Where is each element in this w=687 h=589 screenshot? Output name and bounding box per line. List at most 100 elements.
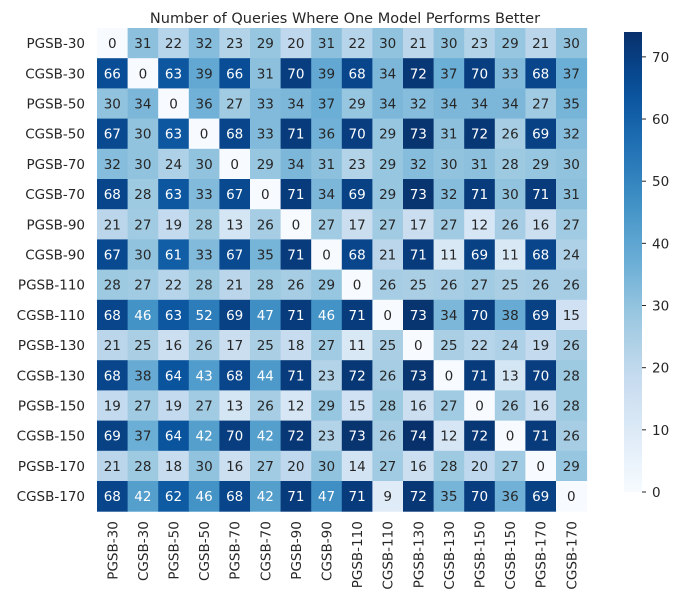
cell-value-label: 27 [318,217,335,233]
cell-value-label: 29 [318,278,335,294]
cell-value-label: 33 [257,97,274,113]
heatmap-cell [341,28,373,59]
heatmap-cell [311,450,343,482]
cell-value-label: 17 [226,338,243,354]
cell-value-label: 72 [410,66,427,82]
colorbar-tick-label: 20 [652,361,669,377]
cell-value-label: 29 [349,97,366,113]
cell-value-label: 0 [200,127,209,143]
cell-value-label: 30 [196,459,213,475]
column-label: CGSB-150 [503,521,519,589]
heatmap-cell [372,239,404,271]
heatmap-cell [250,390,282,422]
cell-value-label: 26 [257,217,274,233]
row-label: CGSB-30 [25,66,85,82]
cell-value-label: 16 [532,217,549,233]
heatmap-cell [219,179,251,210]
cell-value-label: 30 [134,127,151,143]
cell-value-label: 44 [257,368,274,384]
cell-value-label: 69 [532,127,549,143]
heatmap-cell [341,88,373,120]
row-label: CGSB-170 [17,489,85,505]
heatmap-cell [372,118,404,150]
heatmap-cell [127,330,159,361]
heatmap-cell [219,450,251,482]
cell-value-label: 73 [410,127,427,143]
heatmap-cell [219,239,251,271]
heatmap-cell [464,209,496,240]
row-label: PGSB-50 [27,97,85,113]
cell-value-label: 67 [104,127,121,143]
cell-value-label: 71 [287,248,304,264]
cell-value-label: 68 [532,248,549,264]
heatmap-cell [341,360,373,391]
cell-value-label: 34 [287,97,304,113]
heatmap-cell [433,209,465,240]
heatmap-cell [525,148,557,180]
heatmap-cell [127,58,159,89]
heatmap-cell [250,330,282,361]
cell-value-label: 42 [257,429,274,445]
cell-value-label: 0 [322,248,331,264]
cell-value-label: 23 [471,36,488,52]
cell-value-label: 29 [532,157,549,173]
cell-value-label: 21 [410,36,427,52]
heatmap-cell [311,58,343,89]
cell-value-label: 13 [502,368,519,384]
cell-value-label: 26 [257,399,274,415]
heatmap-cell [525,450,557,482]
cell-value-label: 63 [165,66,182,82]
heatmap-cell [219,148,251,180]
heatmap-cell [127,360,159,391]
cell-value-label: 22 [165,278,182,294]
heatmap-cell [494,330,526,361]
cell-value-label: 68 [532,66,549,82]
heatmap-cell [403,360,435,391]
cell-value-label: 26 [379,368,396,384]
heatmap-cell [280,481,312,512]
cell-value-label: 27 [134,217,151,233]
cell-value-label: 39 [318,66,335,82]
heatmap-cell [280,420,312,452]
heatmap-cell [341,420,373,452]
cell-value-label: 70 [349,127,366,143]
cell-value-label: 22 [349,36,366,52]
cell-value-label: 15 [563,308,580,324]
cell-value-label: 0 [536,459,545,475]
heatmap-cell [188,450,220,482]
heatmap-cell [494,420,526,452]
cell-value-label: 29 [502,36,519,52]
heatmap-cell [403,390,435,422]
heatmap-cell [188,179,220,210]
cell-value-label: 72 [471,127,488,143]
cell-value-label: 31 [318,157,335,173]
cell-value-label: 27 [226,97,243,113]
heatmap-cell [250,481,282,512]
cell-value-label: 29 [257,157,274,173]
heatmap-cell [127,148,159,180]
cell-value-label: 19 [532,338,549,354]
heatmap-cell [464,28,496,59]
cell-value-label: 73 [410,368,427,384]
cell-value-label: 68 [104,187,121,203]
heatmap-cell [280,179,312,210]
cell-value-label: 28 [440,459,457,475]
heatmap-cell [341,330,373,361]
column-label: CGSB-50 [197,521,213,581]
cell-value-label: 28 [134,459,151,475]
heatmap-cell [403,239,435,271]
heatmap-cell [311,360,343,391]
row-label: CGSB-130 [17,368,85,384]
cell-value-label: 16 [165,338,182,354]
column-label: CGSB-110 [381,521,397,589]
cell-value-label: 21 [379,248,396,264]
heatmap-cell [97,299,129,331]
heatmap-cell [433,239,465,271]
row-labels: PGSB-30 CGSB-30 PGSB-50 CGSB-50 PGSB-70 CGSB-… [17,36,85,505]
heatmap-cell [433,179,465,210]
cell-value-label: 28 [104,278,121,294]
cell-value-label: 0 [383,308,392,324]
heatmap-cell [525,88,557,120]
heatmap-cell [158,299,190,331]
heatmap-cell [341,118,373,150]
